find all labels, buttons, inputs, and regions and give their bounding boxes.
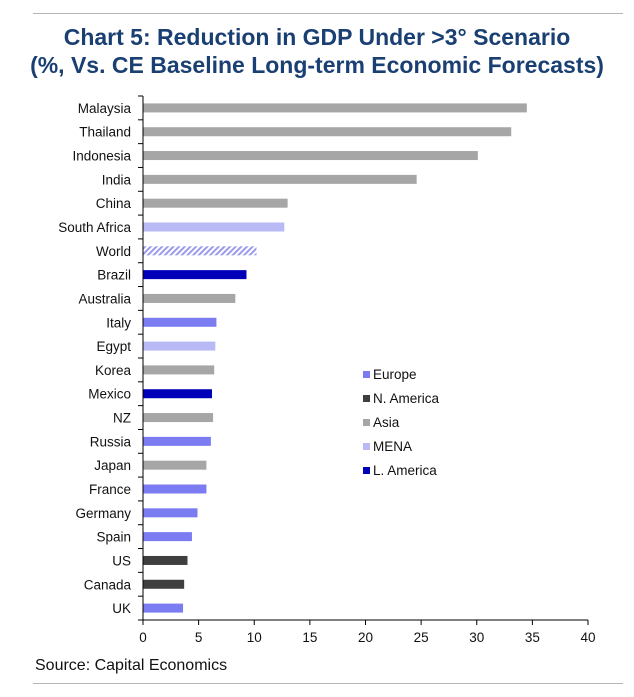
category-label-thailand: Thailand xyxy=(79,125,131,140)
bar-germany xyxy=(143,508,198,518)
bar-thailand xyxy=(143,127,512,137)
category-label-japan: Japan xyxy=(94,458,131,473)
legend-label-l-america: L. America xyxy=(373,463,437,478)
legend-swatch-asia xyxy=(363,419,370,426)
bar-japan xyxy=(143,460,207,470)
category-label-egypt: Egypt xyxy=(96,339,131,354)
bar-uk xyxy=(143,603,184,613)
category-label-australia: Australia xyxy=(78,291,131,306)
category-label-us: US xyxy=(112,553,131,568)
category-label-brazil: Brazil xyxy=(97,268,131,283)
category-label-india: India xyxy=(102,172,132,187)
x-tick-label: 35 xyxy=(525,630,540,645)
x-tick-label: 20 xyxy=(358,630,373,645)
category-label-italy: Italy xyxy=(106,315,131,330)
bars-layer xyxy=(143,103,527,613)
category-label-spain: Spain xyxy=(96,530,131,545)
bar-mexico xyxy=(143,389,212,399)
category-label-nz: NZ xyxy=(113,411,131,426)
bar-china xyxy=(143,198,288,208)
category-label-malaysia: Malaysia xyxy=(78,101,132,116)
legend-swatch-n-america xyxy=(363,395,370,402)
bar-malaysia xyxy=(143,103,527,113)
legend-label-asia: Asia xyxy=(373,415,400,430)
category-label-mexico: Mexico xyxy=(88,387,131,402)
bar-canada xyxy=(143,579,185,589)
legend-swatch-l-america xyxy=(363,467,370,474)
bar-world xyxy=(143,246,257,256)
bottom-rule xyxy=(33,683,623,684)
bar-us xyxy=(143,555,188,565)
legend: Europe N. America Asia MENA L. America xyxy=(363,367,440,478)
category-label-korea: Korea xyxy=(95,363,132,378)
top-rule xyxy=(33,13,623,14)
bar-spain xyxy=(143,532,192,542)
legend-swatch-europe xyxy=(363,371,370,378)
category-label-uk: UK xyxy=(112,601,131,616)
x-tick-label: 10 xyxy=(247,630,262,645)
category-labels: Malaysia Thailand Indonesia India China South… xyxy=(58,101,131,616)
x-tick-label: 0 xyxy=(139,630,147,645)
chart-title-line2: (%, Vs. CE Baseline Long-term Economic F… xyxy=(30,52,604,78)
bar-brazil xyxy=(143,270,247,280)
category-label-germany: Germany xyxy=(75,506,131,521)
category-label-china: China xyxy=(96,196,132,211)
bar-egypt xyxy=(143,341,216,351)
category-label-indonesia: Indonesia xyxy=(72,149,131,164)
category-label-canada: Canada xyxy=(84,577,132,592)
bar-russia xyxy=(143,436,211,446)
bar-italy xyxy=(143,317,217,327)
bar-australia xyxy=(143,293,236,303)
bar-india xyxy=(143,174,417,184)
x-tick-label: 40 xyxy=(580,630,595,645)
axes: 0 5 10 15 20 25 30 35 40 xyxy=(138,95,596,645)
category-label-south-africa: South Africa xyxy=(58,220,131,235)
category-label-russia: Russia xyxy=(90,434,132,449)
category-label-world: World xyxy=(96,244,131,259)
bar-indonesia xyxy=(143,151,478,161)
x-tick-label: 5 xyxy=(195,630,203,645)
legend-swatch-mena xyxy=(363,443,370,450)
legend-label-n-america: N. America xyxy=(373,391,440,406)
x-tick-label: 30 xyxy=(469,630,484,645)
source-note: Source: Capital Economics xyxy=(35,657,228,674)
category-label-france: France xyxy=(89,482,131,497)
bar-korea xyxy=(143,365,215,375)
x-tick-label: 15 xyxy=(302,630,317,645)
bar-france xyxy=(143,484,207,494)
bar-nz xyxy=(143,413,214,423)
legend-label-europe: Europe xyxy=(373,367,417,382)
chart-title-line1: Chart 5: Reduction in GDP Under >3° Scen… xyxy=(63,24,571,50)
x-tick-label: 25 xyxy=(414,630,429,645)
legend-label-mena: MENA xyxy=(373,439,412,454)
bar-south-africa xyxy=(143,222,285,232)
